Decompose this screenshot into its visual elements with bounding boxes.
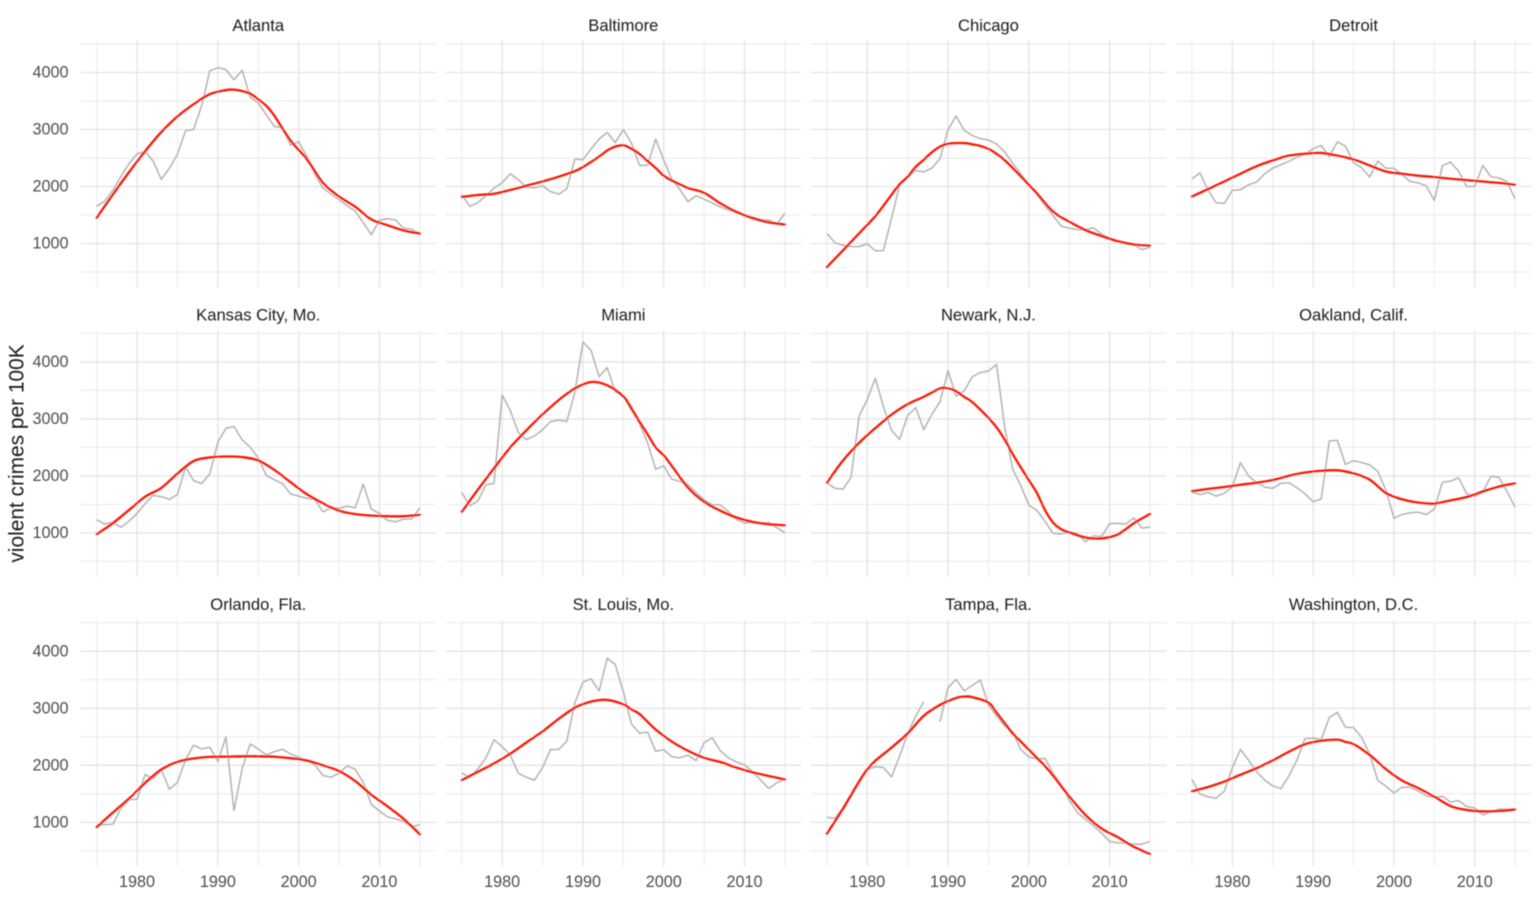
svg-text:2000: 2000 <box>281 873 317 891</box>
svg-text:2000: 2000 <box>32 178 68 196</box>
svg-text:2000: 2000 <box>32 756 68 774</box>
svg-text:4000: 4000 <box>32 353 68 371</box>
svg-text:1000: 1000 <box>32 235 68 253</box>
svg-text:Miami: Miami <box>601 305 645 324</box>
svg-text:Chicago: Chicago <box>958 16 1019 35</box>
svg-text:4000: 4000 <box>32 642 68 660</box>
svg-text:Kansas City, Mo.: Kansas City, Mo. <box>196 305 320 324</box>
svg-text:2000: 2000 <box>1376 873 1412 891</box>
svg-text:1000: 1000 <box>32 813 68 831</box>
svg-text:1980: 1980 <box>1214 873 1250 891</box>
svg-text:2000: 2000 <box>1011 873 1047 891</box>
svg-text:2000: 2000 <box>646 873 682 891</box>
svg-text:2010: 2010 <box>361 873 397 891</box>
svg-text:Tampa, Fla.: Tampa, Fla. <box>945 595 1032 614</box>
svg-text:Orlando, Fla.: Orlando, Fla. <box>210 595 306 614</box>
svg-text:1990: 1990 <box>1295 873 1331 891</box>
svg-text:Detroit: Detroit <box>1329 16 1378 35</box>
svg-text:1990: 1990 <box>565 873 601 891</box>
svg-text:2010: 2010 <box>1457 873 1493 891</box>
svg-text:1980: 1980 <box>849 873 885 891</box>
svg-text:4000: 4000 <box>32 64 68 82</box>
svg-text:2000: 2000 <box>32 467 68 485</box>
svg-text:3000: 3000 <box>32 699 68 717</box>
svg-text:1990: 1990 <box>930 873 966 891</box>
svg-text:Oakland, Calif.: Oakland, Calif. <box>1299 305 1408 324</box>
svg-text:violent crimes per 100K: violent crimes per 100K <box>6 344 29 562</box>
svg-text:1980: 1980 <box>484 873 520 891</box>
svg-text:1990: 1990 <box>200 873 236 891</box>
svg-text:1000: 1000 <box>32 524 68 542</box>
svg-text:Baltimore: Baltimore <box>588 16 658 35</box>
svg-text:3000: 3000 <box>32 410 68 428</box>
svg-text:Washington, D.C.: Washington, D.C. <box>1289 595 1418 614</box>
svg-text:St. Louis, Mo.: St. Louis, Mo. <box>573 595 674 614</box>
svg-text:Atlanta: Atlanta <box>232 16 284 35</box>
svg-text:1980: 1980 <box>119 873 155 891</box>
svg-text:2010: 2010 <box>727 873 763 891</box>
svg-text:Newark, N.J.: Newark, N.J. <box>941 305 1036 324</box>
svg-text:2010: 2010 <box>1092 873 1128 891</box>
svg-text:3000: 3000 <box>32 121 68 139</box>
